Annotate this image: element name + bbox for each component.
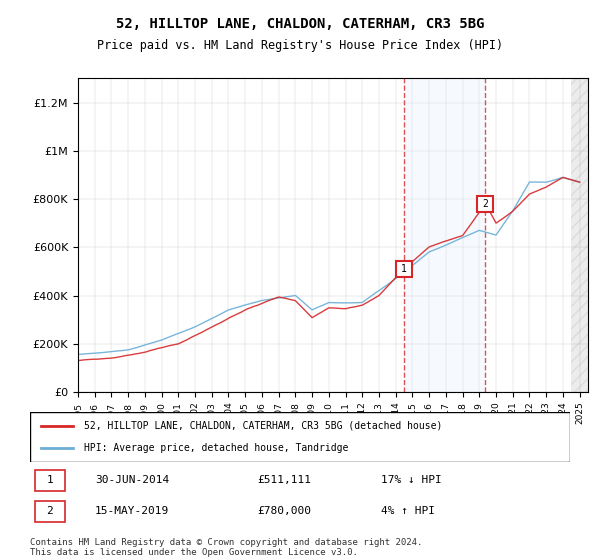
- Text: 52, HILLTOP LANE, CHALDON, CATERHAM, CR3 5BG (detached house): 52, HILLTOP LANE, CHALDON, CATERHAM, CR3…: [84, 421, 442, 431]
- Text: HPI: Average price, detached house, Tandridge: HPI: Average price, detached house, Tand…: [84, 443, 349, 453]
- FancyBboxPatch shape: [35, 501, 65, 522]
- Bar: [571, 78, 588, 392]
- Text: 30-JUN-2014: 30-JUN-2014: [95, 475, 169, 485]
- Text: Price paid vs. HM Land Registry's House Price Index (HPI): Price paid vs. HM Land Registry's House …: [97, 39, 503, 52]
- FancyBboxPatch shape: [30, 412, 570, 462]
- Text: 17% ↓ HPI: 17% ↓ HPI: [381, 475, 442, 485]
- Text: £511,111: £511,111: [257, 475, 311, 485]
- Text: 15-MAY-2019: 15-MAY-2019: [95, 506, 169, 516]
- FancyBboxPatch shape: [35, 470, 65, 491]
- Bar: [404, 78, 485, 392]
- Text: 52, HILLTOP LANE, CHALDON, CATERHAM, CR3 5BG: 52, HILLTOP LANE, CHALDON, CATERHAM, CR3…: [116, 17, 484, 31]
- Text: 1: 1: [401, 264, 407, 274]
- Text: 2: 2: [47, 506, 53, 516]
- Text: 2: 2: [482, 199, 488, 209]
- Text: 4% ↑ HPI: 4% ↑ HPI: [381, 506, 435, 516]
- Text: Contains HM Land Registry data © Crown copyright and database right 2024.
This d: Contains HM Land Registry data © Crown c…: [30, 538, 422, 557]
- Text: 1: 1: [47, 475, 53, 485]
- Text: £780,000: £780,000: [257, 506, 311, 516]
